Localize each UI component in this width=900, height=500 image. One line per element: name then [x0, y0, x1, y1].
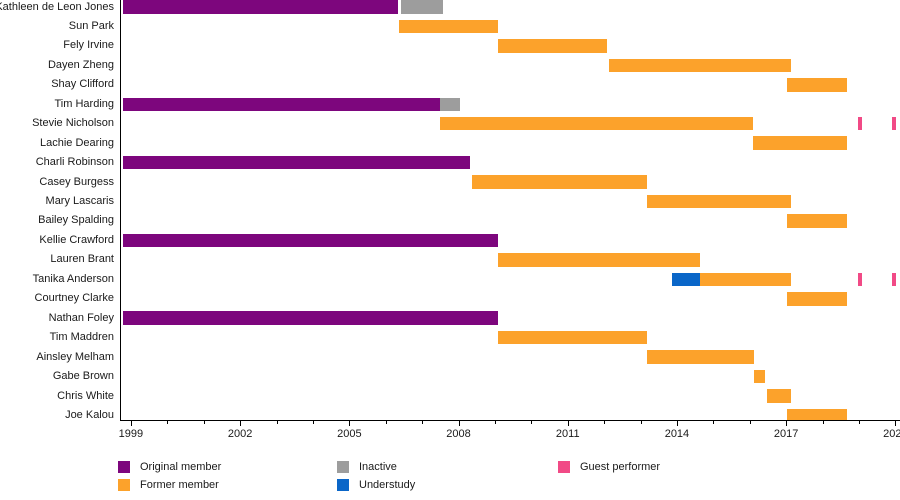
x-minor-tick-2018	[822, 421, 824, 424]
x-tick-label-2005: 2005	[337, 428, 362, 440]
row-label-tim-harding: Tim Harding	[54, 97, 115, 110]
x-major-tick-2017	[786, 421, 788, 426]
stevie-nicholson-guest-bar	[858, 116, 863, 131]
row-label-kellie-crawford: Kellie Crawford	[39, 233, 114, 246]
joe-kalou-former-bar	[787, 408, 848, 420]
stevie-nicholson-former-bar	[439, 116, 753, 131]
x-minor-tick-2006	[385, 421, 387, 424]
row-label-bailey-spalding: Bailey Spalding	[38, 214, 114, 227]
row-label-lachie-dearing: Lachie Dearing	[40, 136, 114, 149]
x-minor-tick-2012	[604, 421, 606, 424]
shay-clifford-former-bar	[787, 78, 848, 92]
row-label-sun-park: Sun Park	[68, 19, 114, 32]
fely-irvine-former-bar	[497, 39, 607, 53]
x-minor-tick-2009	[494, 421, 496, 424]
row-label-shay-clifford: Shay Clifford	[51, 78, 114, 91]
tim-maddren-former-bar	[497, 330, 647, 345]
tim-harding-inactive-bar	[439, 97, 460, 111]
kellie-crawford-original-bar	[122, 233, 498, 248]
row-label-courtney-clarke: Courtney Clarke	[34, 292, 114, 305]
x-major-tick-1999	[130, 421, 132, 426]
row-label-gabe-brown: Gabe Brown	[52, 370, 114, 383]
legend-label-former: Former member	[140, 479, 219, 491]
legend-swatch-understudy-icon	[337, 479, 349, 491]
legend-label-inactive: Inactive	[359, 461, 397, 473]
legend-swatch-inactive-icon	[337, 461, 349, 473]
x-minor-tick-2003	[276, 421, 278, 424]
x-minor-tick-2010	[531, 421, 533, 424]
charli-robinson-original-bar	[122, 155, 471, 170]
lachie-dearing-former-bar	[752, 136, 848, 150]
row-label-kathleen-de-leon-jones: Kathleen de Leon Jones	[0, 0, 114, 13]
x-minor-tick-2016	[749, 421, 751, 424]
x-minor-tick-2019	[858, 421, 860, 424]
tanika-anderson-understudy-bar	[672, 272, 700, 287]
x-minor-tick-2007	[422, 421, 424, 424]
dayen-zheng-former-bar	[608, 58, 791, 73]
kathleen-de-leon-jones-original-bar	[122, 0, 399, 14]
legend-label-understudy: Understudy	[359, 479, 416, 491]
x-tick-label-2020: 2020	[883, 428, 900, 440]
lauren-brant-former-bar	[497, 253, 700, 267]
x-minor-tick-2000	[167, 421, 169, 424]
row-label-stevie-nicholson: Stevie Nicholson	[32, 117, 114, 130]
tanika-anderson-guest-bar	[891, 272, 896, 287]
tanika-anderson-guest-bar	[858, 272, 863, 287]
x-tick-label-2017: 2017	[773, 428, 799, 440]
legend-label-guest: Guest performer	[580, 461, 661, 473]
stevie-nicholson-guest-bar	[891, 116, 896, 131]
row-label-nathan-foley: Nathan Foley	[48, 311, 114, 324]
bailey-spalding-former-bar	[787, 214, 848, 228]
x-tick-label-2014: 2014	[664, 428, 690, 440]
legend-label-original: Original member	[140, 461, 222, 473]
row-label-dayen-zheng: Dayen Zheng	[47, 58, 114, 71]
x-minor-tick-2004	[312, 421, 314, 424]
legend-swatch-guest-icon	[558, 461, 570, 473]
row-label-fely-irvine: Fely Irvine	[63, 39, 114, 52]
x-tick-label-1999: 1999	[118, 428, 144, 440]
row-label-chris-white: Chris White	[57, 389, 114, 402]
row-label-ainsley-melham: Ainsley Melham	[36, 350, 114, 363]
mary-lascaris-former-bar	[647, 194, 791, 209]
row-label-tim-maddren: Tim Maddren	[49, 331, 114, 344]
row-label-joe-kalou: Joe Kalou	[65, 408, 114, 421]
tanika-anderson-former-bar	[699, 272, 791, 287]
chris-white-former-bar	[767, 389, 791, 403]
x-major-tick-2008	[458, 421, 460, 426]
row-label-casey-burgess: Casey Burgess	[39, 175, 114, 188]
x-minor-tick-2013	[640, 421, 642, 424]
x-major-tick-2002	[240, 421, 242, 426]
courtney-clarke-former-bar	[787, 292, 848, 306]
x-tick-label-2008: 2008	[446, 428, 471, 440]
x-tick-label-2011: 2011	[555, 428, 580, 440]
x-tick-label-2002: 2002	[227, 428, 253, 440]
row-label-mary-lascaris: Mary Lascaris	[45, 195, 114, 207]
x-major-tick-2011	[567, 421, 569, 426]
legend-swatch-original-icon	[118, 461, 130, 473]
sun-park-former-bar	[399, 19, 498, 34]
x-major-tick-2020	[895, 421, 897, 426]
plot-area	[120, 0, 900, 421]
gabe-brown-former-bar	[754, 369, 766, 384]
x-minor-tick-2015	[713, 421, 715, 424]
x-major-tick-2014	[676, 421, 678, 426]
kathleen-de-leon-jones-inactive-bar	[400, 0, 444, 14]
row-label-charli-robinson: Charli Robinson	[35, 156, 114, 169]
row-label-lauren-brant: Lauren Brant	[50, 253, 114, 266]
legend-swatch-former-icon	[118, 479, 130, 491]
casey-burgess-former-bar	[472, 175, 647, 189]
x-minor-tick-2001	[203, 421, 205, 424]
tim-harding-original-bar	[122, 97, 440, 111]
x-major-tick-2005	[349, 421, 351, 426]
nathan-foley-original-bar	[122, 311, 498, 325]
row-label-tanika-anderson: Tanika Anderson	[32, 272, 114, 285]
ainsley-melham-former-bar	[647, 350, 755, 364]
